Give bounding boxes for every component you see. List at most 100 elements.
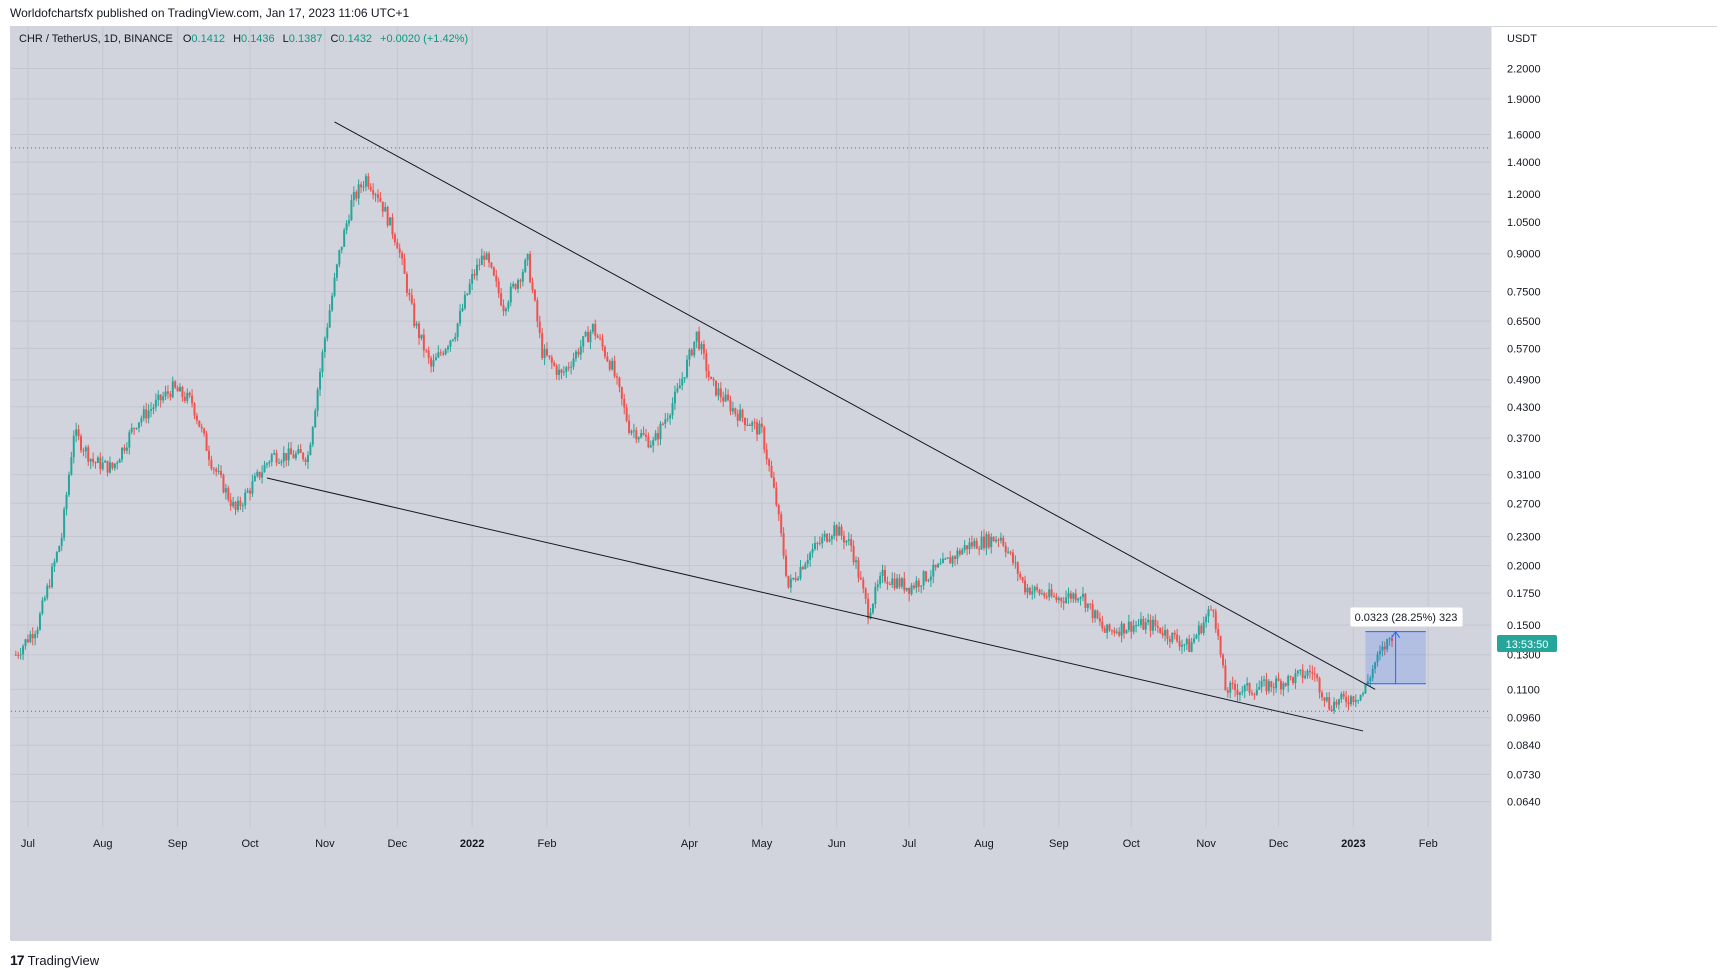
candle-body: [857, 560, 860, 578]
chart-frame[interactable]: CHR / TetherUS, 1D, BINANCE O 0.1412 H 0…: [10, 26, 1718, 941]
candle-body: [1123, 623, 1126, 634]
candle-body: [912, 585, 915, 588]
candle-body: [1391, 638, 1394, 642]
candle-body: [379, 197, 382, 202]
candle-body: [277, 462, 280, 464]
candle-body: [111, 462, 114, 469]
price-scale-currency: USDT: [1507, 33, 1537, 45]
candle-body: [24, 639, 27, 647]
ohlc-close-value: 0.1432: [338, 33, 372, 45]
candle-body: [867, 598, 870, 619]
price-tick: 2.2000: [1507, 63, 1541, 75]
time-tick: Nov: [1196, 838, 1216, 850]
candle-body: [1161, 632, 1164, 636]
candle-body: [471, 273, 474, 284]
candle-body: [53, 561, 56, 567]
candle-body: [1374, 662, 1377, 669]
price-scale[interactable]: [1491, 27, 1718, 941]
candle-body: [512, 284, 515, 287]
candle-body: [1308, 670, 1311, 673]
candle-body: [1337, 699, 1340, 705]
footer-brand[interactable]: 17 TradingView: [10, 952, 99, 968]
candle-body: [958, 550, 961, 555]
candle-body: [140, 418, 143, 423]
candle-body: [1115, 631, 1118, 633]
candle-body: [883, 569, 886, 582]
candle-body: [751, 422, 754, 426]
candle-body: [616, 376, 619, 378]
candle-body: [1289, 676, 1292, 678]
candle-body: [215, 468, 218, 472]
candle-body: [256, 471, 259, 476]
price-tick: 0.0640: [1507, 797, 1541, 809]
candle-body: [1151, 619, 1154, 631]
candle-body: [480, 255, 483, 266]
candle-body: [601, 338, 604, 347]
candle-body: [159, 394, 162, 401]
candle-body: [973, 540, 976, 547]
candle-body: [1072, 593, 1075, 599]
candle-body: [681, 378, 684, 386]
candle-body: [1055, 596, 1058, 601]
candle-body: [1320, 692, 1323, 698]
candle-body: [818, 543, 821, 545]
candle-body: [113, 463, 116, 469]
candle-body: [587, 331, 590, 343]
candle-body: [1120, 623, 1123, 636]
candle-body: [1340, 693, 1343, 700]
candle-body: [1357, 699, 1360, 701]
candle-body: [678, 385, 681, 389]
candle-body: [1328, 697, 1331, 710]
candle-body: [335, 264, 338, 278]
price-tick: 1.2000: [1507, 189, 1541, 201]
candle-body: [1185, 639, 1188, 645]
candle-body: [736, 413, 739, 421]
measure-label[interactable]: 0.0323 (28.25%) 323: [1349, 606, 1464, 628]
candle-body: [785, 555, 788, 576]
price-tick: 1.9000: [1507, 94, 1541, 106]
candle-body: [1318, 678, 1321, 693]
candle-body: [391, 217, 394, 235]
candle-body: [176, 387, 179, 392]
candle-body: [333, 277, 336, 296]
candle-body: [1272, 687, 1275, 689]
candle-body: [121, 447, 124, 460]
candle-body: [478, 264, 481, 266]
candle-body: [384, 206, 387, 212]
candle-body: [80, 436, 83, 451]
candle-body: [1014, 562, 1017, 564]
candle-body: [1386, 638, 1389, 650]
candle-body: [331, 295, 334, 311]
candle-body: [164, 391, 167, 397]
plot-background[interactable]: [11, 27, 1491, 941]
candle-body: [188, 392, 191, 396]
candle-body: [1229, 682, 1232, 693]
time-tick: Jul: [902, 838, 916, 850]
candle-body: [572, 358, 575, 367]
price-tick: 0.2700: [1507, 498, 1541, 510]
candle-body: [374, 194, 377, 196]
candle-body: [145, 409, 148, 419]
price-tick: 0.1100: [1507, 684, 1540, 696]
candle-body: [1094, 610, 1097, 619]
candle-body: [934, 564, 937, 568]
candle-body: [915, 580, 918, 588]
candle-body: [1248, 683, 1251, 693]
price-chart[interactable]: CHR / TetherUS, 1D, BINANCE O 0.1412 H 0…: [11, 27, 1718, 941]
candle-body: [1164, 630, 1167, 636]
candle-body: [398, 248, 401, 253]
candle-body: [1250, 692, 1253, 695]
candle-body: [360, 184, 363, 188]
price-tick: 0.1500: [1507, 620, 1541, 632]
candle-body: [1156, 626, 1159, 628]
candle-body: [804, 563, 807, 570]
candle-body: [1007, 551, 1010, 553]
candle-body: [647, 436, 650, 448]
candle-body: [1079, 597, 1082, 599]
candle-body: [422, 334, 425, 351]
candle-body: [1110, 630, 1113, 632]
candle-body: [963, 545, 966, 550]
candle-body: [355, 192, 358, 199]
candle-body: [816, 543, 819, 545]
candle-body: [536, 300, 539, 322]
